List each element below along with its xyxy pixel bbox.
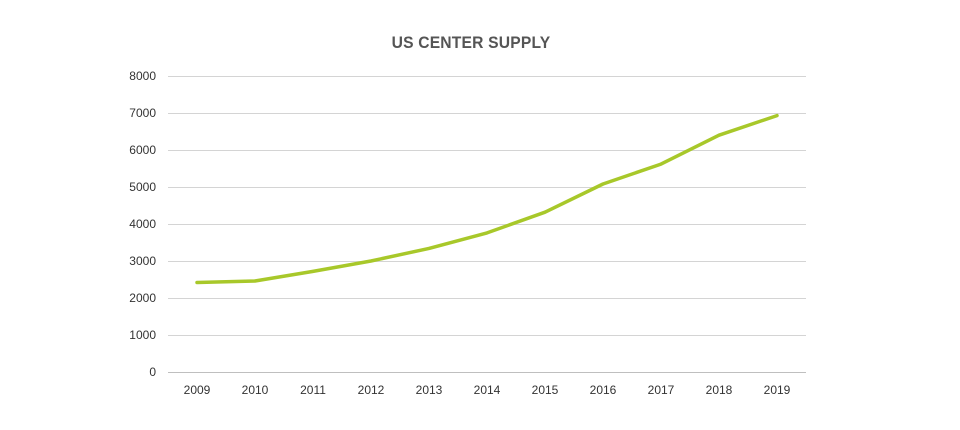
x-tick-label: 2014 <box>474 383 501 397</box>
x-tick-label: 2010 <box>242 383 269 397</box>
x-tick-label: 2011 <box>300 383 326 397</box>
y-tick-label: 5000 <box>129 180 156 194</box>
data-point <box>311 269 315 273</box>
grid-lines <box>168 76 806 373</box>
y-tick-label: 1000 <box>129 328 156 342</box>
x-tick-label: 2019 <box>764 383 791 397</box>
data-point <box>601 182 605 186</box>
data-point <box>717 133 721 137</box>
x-axis-tick-labels: 2009 2010 2011 2012 2013 2014 2015 2016 2017 2018… <box>184 383 791 397</box>
data-point <box>485 231 489 235</box>
series-line <box>195 113 779 285</box>
y-tick-label: 7000 <box>129 106 156 120</box>
x-tick-label: 2015 <box>532 383 559 397</box>
y-tick-label: 4000 <box>129 217 156 231</box>
data-point <box>659 162 663 166</box>
data-point <box>253 279 257 283</box>
data-point <box>369 259 373 263</box>
data-point <box>195 280 199 284</box>
y-tick-label: 6000 <box>129 143 156 157</box>
x-tick-label: 2016 <box>590 383 617 397</box>
chart-title: US CENTER SUPPLY <box>391 33 551 52</box>
x-tick-label: 2018 <box>706 383 733 397</box>
x-tick-label: 2017 <box>648 383 675 397</box>
x-tick-label: 2009 <box>184 383 211 397</box>
x-tick-label: 2012 <box>358 383 385 397</box>
series-layer <box>195 113 779 285</box>
x-tick-label: 2013 <box>416 383 443 397</box>
data-point <box>775 114 779 118</box>
y-tick-label: 0 <box>149 365 156 379</box>
y-tick-label: 2000 <box>129 291 156 305</box>
data-point <box>427 246 431 250</box>
data-point <box>543 210 547 214</box>
y-tick-label: 8000 <box>129 69 156 83</box>
y-axis-tick-labels: 0 1000 2000 3000 4000 5000 6000 7000 8000 <box>129 69 156 379</box>
y-tick-label: 3000 <box>129 254 156 268</box>
